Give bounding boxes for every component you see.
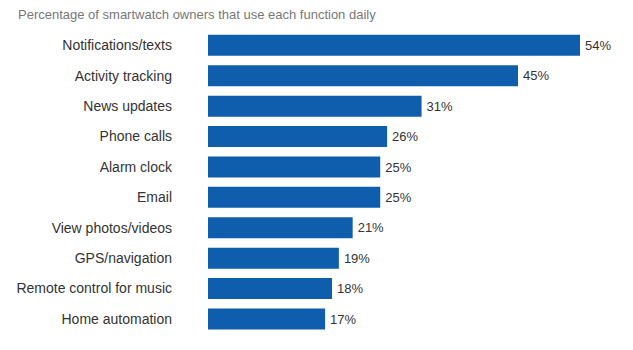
svg-text:17%: 17% [330,312,356,327]
svg-text:26%: 26% [392,129,418,144]
svg-text:Home automation: Home automation [61,311,172,327]
svg-text:25%: 25% [385,160,411,175]
svg-text:18%: 18% [337,281,363,296]
svg-text:Email: Email [137,189,172,205]
svg-text:News updates: News updates [83,98,172,114]
svg-text:Phone calls: Phone calls [100,128,172,144]
svg-text:54%: 54% [585,38,611,53]
html-text:Percentage of smartwatch owner: Percentage of smartwatch owners that use… [18,7,376,22]
svg-text:Alarm clock: Alarm clock [100,159,173,175]
svg-text:GPS/navigation: GPS/navigation [75,250,172,266]
svg-text:Activity tracking: Activity tracking [75,68,172,84]
svg-text:Remote control for music: Remote control for music [16,280,172,296]
svg-text:25%: 25% [385,190,411,205]
svg-text:21%: 21% [358,220,384,235]
svg-text:45%: 45% [523,68,549,83]
svg-text:31%: 31% [427,99,453,114]
svg-text:View photos/videos: View photos/videos [52,220,172,236]
svg-text:Notifications/texts: Notifications/texts [62,37,172,53]
svg-text:19%: 19% [344,251,370,266]
